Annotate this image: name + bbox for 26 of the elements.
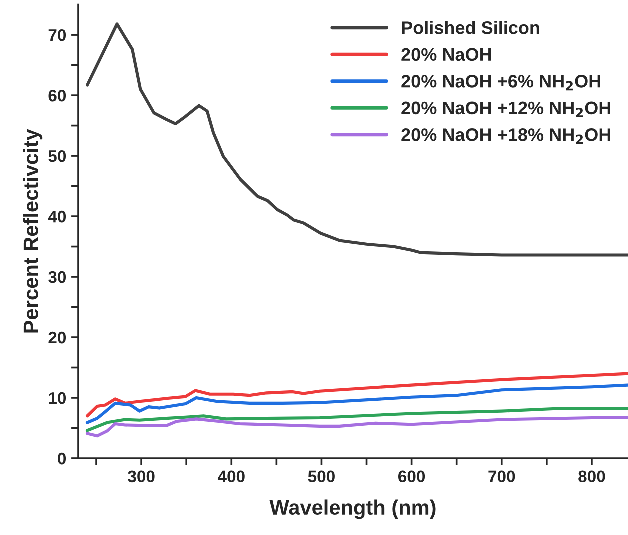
y-tick-label: 0 [58,452,66,465]
x-tick-label: 400 [218,470,245,483]
line-series [86,22,628,257]
x-tick-label: 600 [398,470,426,483]
legend-label: 20% NaOH +12% NH$_{2}$OH [402,102,610,118]
y-tick-label: 30 [48,271,66,284]
y-tick-label: 40 [48,210,66,223]
legend-label: Polished Silicon [402,21,540,34]
y-tick-label: 50 [48,150,66,162]
x-tick-label: 700 [488,470,516,483]
y-tick-label: 20 [48,332,66,344]
line-series [86,416,628,438]
legend-label: 20% NaOH +6% NH$_{2}$OH [402,75,600,91]
x-tick-label: 300 [128,470,155,483]
line-series [86,407,628,432]
line-series [86,384,628,424]
y-axis-title: Percent Reflectivcity [23,129,43,333]
legend-label: 20% NaOH [402,48,492,62]
x-tick-label: 800 [578,470,606,483]
line-series [86,372,628,418]
x-tick-label: 500 [308,470,335,483]
x-axis-title: Wavelength (nm) [270,500,436,520]
y-tick-label: 60 [48,90,66,102]
legend-label: 20% NaOH +18% NH$_{2}$OH [402,128,610,144]
y-tick-label: 70 [48,29,66,42]
y-tick-label: 10 [49,392,66,404]
